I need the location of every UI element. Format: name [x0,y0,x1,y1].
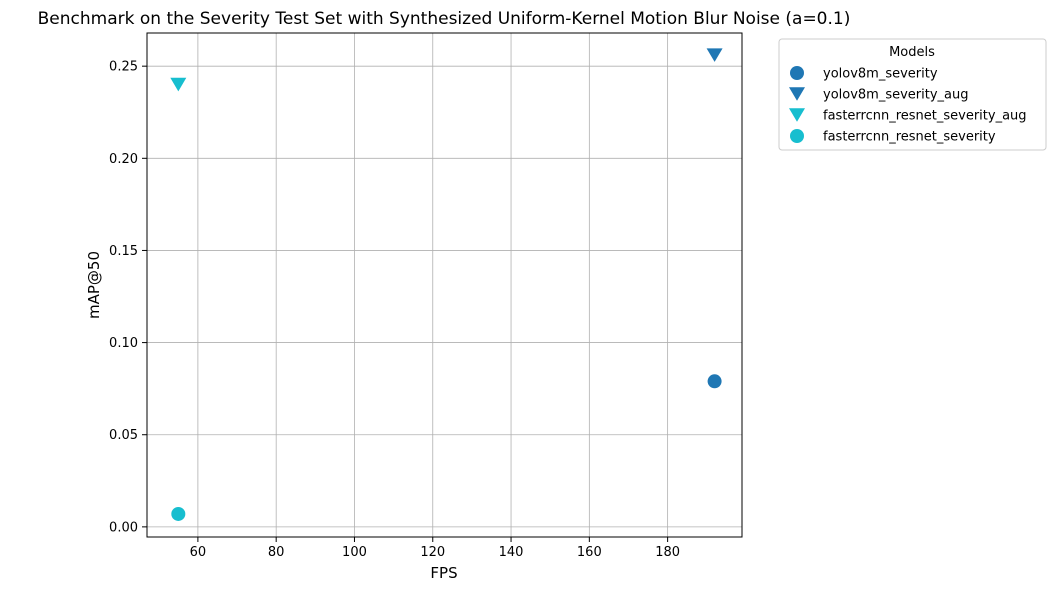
legend-marker-yolov8m_severity [790,66,804,80]
x-tick-label: 80 [268,545,285,560]
legend-label-fasterrcnn_resnet_severity: fasterrcnn_resnet_severity [823,130,996,145]
legend-entries: yolov8m_severity yolov8m_severity_augfast… [789,66,1027,145]
x-tick-label: 120 [420,545,445,560]
data-point-fasterrcnn_resnet_severity [171,506,186,521]
data-point-fasterrcnn_resnet_severity_aug [170,77,187,92]
grid [147,33,742,537]
x-tick-label: 180 [655,545,680,560]
legend-label-fasterrcnn_resnet_severity_aug: fasterrcnn_resnet_severity_aug [823,109,1027,124]
x-tick-label: 100 [342,545,367,560]
legend-marker-fasterrcnn_resnet_severity [790,129,804,143]
plot-area-frame [146,32,743,538]
y-axis-ticks: 0.00 0.05 0.10 0.15 0.20 0.25 [109,60,147,535]
legend: Models yolov8m_severity yolov8m_severity_… [778,38,1047,151]
legend-box [778,38,1047,151]
legend-marker-fasterrcnn_resnet_severity_aug [789,108,805,122]
y-tick-label: 0.10 [109,336,138,351]
chart-title: Benchmark on the Severity Test Set with … [38,9,851,29]
legend-label-yolov8m_severity_aug: yolov8m_severity_aug [823,88,969,103]
y-axis-label: mAP@50 [85,251,103,319]
data-points [170,48,723,521]
x-tick-label: 60 [190,545,207,560]
y-tick-label: 0.20 [109,152,138,167]
y-tick-label: 0.25 [109,60,138,75]
y-tick-label: 0.15 [109,244,138,259]
x-tick-label: 160 [577,545,602,560]
x-axis-label: FPS [430,564,457,582]
legend-title: Models [889,45,935,60]
y-tick-label: 0.00 [109,520,138,535]
x-tick-label: 140 [499,545,524,560]
data-point-yolov8m_severity_aug [706,48,723,62]
data-point-yolov8m_severity [707,374,722,389]
y-tick-label: 0.05 [109,428,138,443]
legend-marker-yolov8m_severity_aug [789,87,805,101]
legend-label-yolov8m_severity: yolov8m_severity [823,67,938,82]
x-axis-ticks: 60 80 100 120 140 160 180 [190,537,680,560]
